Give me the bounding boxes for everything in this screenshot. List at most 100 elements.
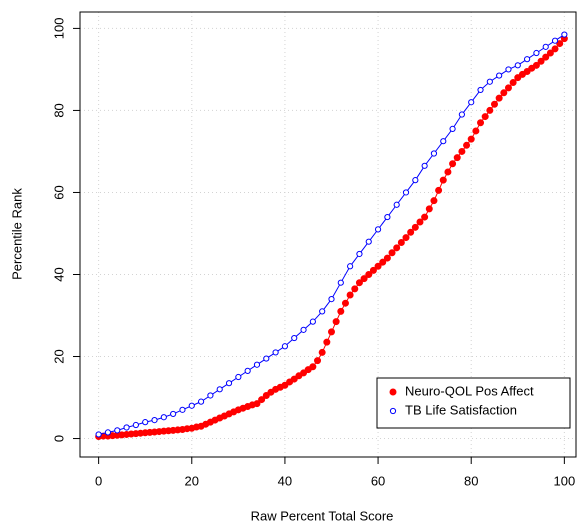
data-point (216, 386, 223, 393)
data-point (123, 424, 130, 431)
data-point (328, 295, 335, 303)
data-point (551, 45, 559, 53)
data-point (439, 176, 447, 184)
data-point (160, 414, 167, 421)
data-point (514, 74, 522, 82)
data-point (341, 299, 349, 307)
legend-label: Neuro-QOL Pos Affect (405, 383, 534, 398)
data-point (170, 410, 177, 418)
data-point (300, 369, 308, 377)
data-point (393, 244, 401, 252)
data-point (500, 89, 508, 97)
data-point (440, 138, 447, 145)
data-point (533, 49, 540, 57)
data-point (542, 53, 550, 61)
legend-marker (389, 388, 397, 396)
y-tick-label: 80 (51, 103, 66, 117)
data-point (309, 318, 316, 325)
data-point (504, 84, 512, 92)
data-point (379, 258, 387, 266)
data-point (309, 363, 317, 371)
data-point (318, 348, 326, 356)
data-point (179, 406, 186, 413)
data-point (114, 427, 121, 434)
data-point (532, 61, 540, 69)
data-point (486, 78, 493, 85)
data-point (430, 197, 438, 205)
data-point (495, 94, 503, 102)
data-point (458, 147, 466, 155)
data-point (509, 79, 517, 87)
data-point (337, 307, 345, 315)
data-point (523, 67, 531, 75)
data-point (481, 113, 489, 121)
data-point (355, 279, 363, 287)
data-point (332, 318, 340, 326)
data-point (402, 234, 410, 242)
data-point (551, 37, 559, 44)
legend-box (376, 377, 571, 429)
data-point (351, 285, 359, 293)
x-axis-label: Raw Percent Total Score (251, 508, 394, 523)
x-tick-label: 40 (278, 473, 292, 488)
data-point (384, 213, 391, 221)
data-point (383, 254, 391, 262)
y-tick-label: 0 (51, 435, 66, 442)
x-tick-label: 100 (554, 473, 576, 488)
y-tick-label: 60 (51, 185, 66, 199)
data-point (291, 334, 298, 342)
data-point (347, 263, 354, 270)
data-point (253, 400, 261, 408)
data-point (556, 40, 564, 48)
data-point (258, 396, 266, 404)
data-point (490, 100, 498, 108)
data-point (337, 279, 344, 286)
data-point (290, 375, 298, 383)
data-point (411, 223, 419, 231)
data-point (486, 106, 494, 114)
data-point (104, 429, 112, 436)
data-point (449, 160, 457, 168)
data-point (477, 119, 485, 127)
data-point (272, 349, 279, 356)
data-point (253, 361, 261, 368)
data-point (449, 125, 456, 132)
data-point (327, 328, 335, 336)
y-axis-label: Percentile Rank (9, 188, 24, 280)
data-point (430, 150, 438, 157)
data-point (369, 266, 377, 274)
data-point (463, 141, 471, 149)
legend-label: TB Life Satisfaction (405, 402, 517, 417)
data-point (421, 213, 429, 221)
data-point (388, 249, 396, 257)
data-point (346, 291, 354, 299)
data-point (244, 367, 251, 374)
x-tick-label: 60 (371, 473, 385, 488)
series-line (98, 34, 565, 435)
data-point (561, 31, 568, 38)
x-tick-label: 80 (464, 473, 478, 488)
y-tick-label: 20 (51, 349, 66, 363)
data-point (235, 373, 242, 381)
data-point (444, 168, 452, 176)
y-tick-label: 40 (51, 267, 66, 281)
data-point (207, 392, 214, 399)
data-point (468, 99, 475, 106)
data-point (132, 421, 139, 429)
data-point (374, 262, 382, 270)
data-point (262, 391, 270, 399)
data-point (188, 402, 195, 409)
x-tick-label: 20 (185, 473, 199, 488)
data-point (365, 238, 372, 245)
data-point (360, 275, 368, 283)
data-point (425, 205, 433, 213)
x-tick-label: 0 (95, 473, 102, 488)
plot-frame (79, 11, 577, 458)
data-point (314, 357, 322, 365)
data-point (402, 189, 410, 196)
data-point (319, 308, 326, 315)
data-point (416, 218, 424, 226)
series-line (98, 38, 565, 437)
data-point (477, 86, 484, 94)
